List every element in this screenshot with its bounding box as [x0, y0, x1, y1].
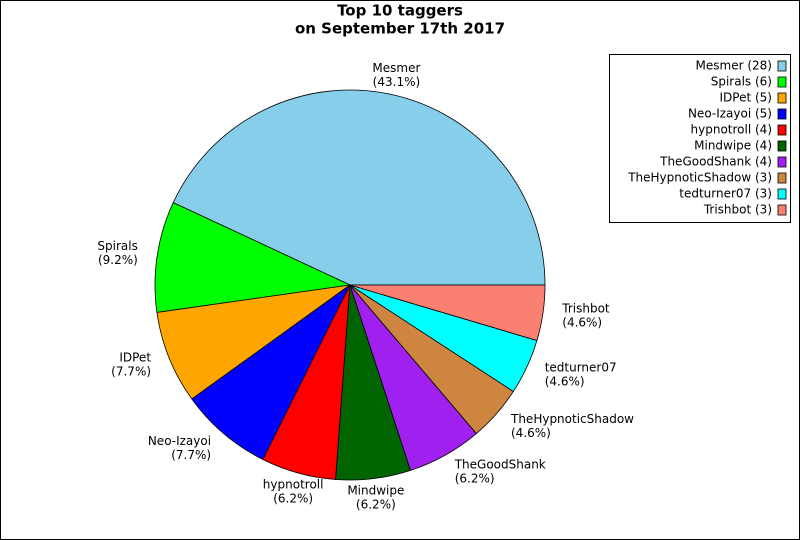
chart-title: on September 17th 2017 [295, 20, 505, 38]
slice-label: TheHypnoticShadow [510, 412, 634, 426]
legend-swatch [777, 76, 787, 88]
legend-label: tedturner07 (3) [679, 187, 772, 201]
legend-swatch [777, 108, 787, 120]
legend-swatch [777, 204, 787, 216]
slice-value-label: (6.2%) [273, 491, 313, 505]
slice-value-label: (4.6%) [511, 426, 551, 440]
legend-swatch [777, 188, 787, 200]
slice-label: Mesmer [372, 61, 420, 75]
legend-label: hypnotroll (4) [691, 123, 772, 137]
legend-label: TheHypnoticShadow (3) [627, 171, 772, 185]
slice-label: Trishbot [561, 301, 610, 315]
legend-label: Trishbot (3) [703, 203, 772, 217]
legend-swatch [777, 172, 787, 184]
legend-label: IDPet (5) [720, 91, 773, 105]
slice-label: IDPet [119, 351, 151, 365]
legend-swatch [777, 60, 787, 72]
pie-slice [172, 89, 546, 286]
legend-swatch [777, 124, 787, 136]
slice-value-label: (7.7%) [171, 448, 211, 462]
slice-value-label: (43.1%) [373, 75, 420, 89]
pie-slice [154, 202, 352, 313]
legend-swatch [777, 92, 787, 104]
legend-label: Mindwipe (4) [694, 139, 772, 153]
slice-value-label: (4.6%) [562, 315, 602, 329]
slice-label: hypnotroll [263, 477, 324, 491]
legend-label: Mesmer (28) [696, 59, 772, 73]
slice-value-label: (6.2%) [455, 472, 495, 486]
slice-label: Neo-Izayoi [148, 434, 211, 448]
legend-box [609, 54, 791, 223]
pie-slice [349, 284, 546, 342]
legend-swatch [777, 156, 787, 168]
slice-value-label: (4.6%) [545, 375, 585, 389]
legend-label: TheGoodShank (4) [659, 155, 772, 169]
slice-value-label: (6.2%) [356, 497, 396, 511]
legend-label: Neo-Izayoi (5) [688, 107, 772, 121]
legend-label: Spirals (6) [711, 75, 772, 89]
slice-label: Mindwipe [347, 483, 404, 497]
legend-swatch [777, 140, 787, 152]
pie-slice [156, 284, 351, 400]
chart-title: Top 10 taggers [337, 2, 463, 20]
slice-value-label: (7.7%) [111, 365, 151, 379]
slice-label: Spirals [97, 239, 137, 253]
slice-label: TheGoodShank [454, 458, 546, 472]
slice-label: tedturner07 [545, 361, 617, 375]
slice-value-label: (9.2%) [98, 253, 138, 267]
pie-slice [191, 284, 351, 461]
